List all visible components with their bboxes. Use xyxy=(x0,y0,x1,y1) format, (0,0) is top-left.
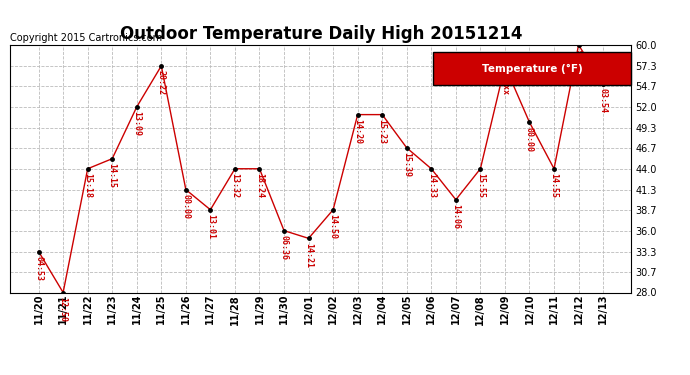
Text: 14:20: 14:20 xyxy=(353,119,362,144)
Text: 14:15: 14:15 xyxy=(108,163,117,188)
Text: 14:21: 14:21 xyxy=(304,243,313,267)
FancyBboxPatch shape xyxy=(433,53,631,85)
Text: 00:00: 00:00 xyxy=(525,126,534,152)
Text: 14:33: 14:33 xyxy=(427,173,436,198)
Text: 15:23: 15:23 xyxy=(377,119,386,144)
Text: 12:50: 12:50 xyxy=(59,297,68,322)
Text: 04:53: 04:53 xyxy=(34,256,43,280)
Text: 18:24: 18:24 xyxy=(255,173,264,198)
Text: 15:55: 15:55 xyxy=(476,173,485,198)
Text: 12:xx: 12:xx xyxy=(500,70,509,95)
Text: 13:09: 13:09 xyxy=(132,111,141,136)
Text: 15:39: 15:39 xyxy=(402,152,411,177)
Text: Copyright 2015 Cartronics.com: Copyright 2015 Cartronics.com xyxy=(10,33,162,42)
Text: 00:00: 00:00 xyxy=(181,194,190,219)
Text: 06:36: 06:36 xyxy=(279,235,288,260)
Title: Outdoor Temperature Daily High 20151214: Outdoor Temperature Daily High 20151214 xyxy=(119,26,522,44)
Text: 13:32: 13:32 xyxy=(230,173,239,198)
Text: xx:xx: xx:xx xyxy=(574,49,583,74)
Text: 13:01: 13:01 xyxy=(206,214,215,239)
Text: Temperature (°F): Temperature (°F) xyxy=(482,63,582,74)
Text: 14:06: 14:06 xyxy=(451,204,460,229)
Text: 20:22: 20:22 xyxy=(157,70,166,95)
Text: 03:54: 03:54 xyxy=(599,88,608,113)
Text: 14:55: 14:55 xyxy=(549,173,558,198)
Text: 15:18: 15:18 xyxy=(83,173,92,198)
Text: 14:50: 14:50 xyxy=(328,214,337,239)
